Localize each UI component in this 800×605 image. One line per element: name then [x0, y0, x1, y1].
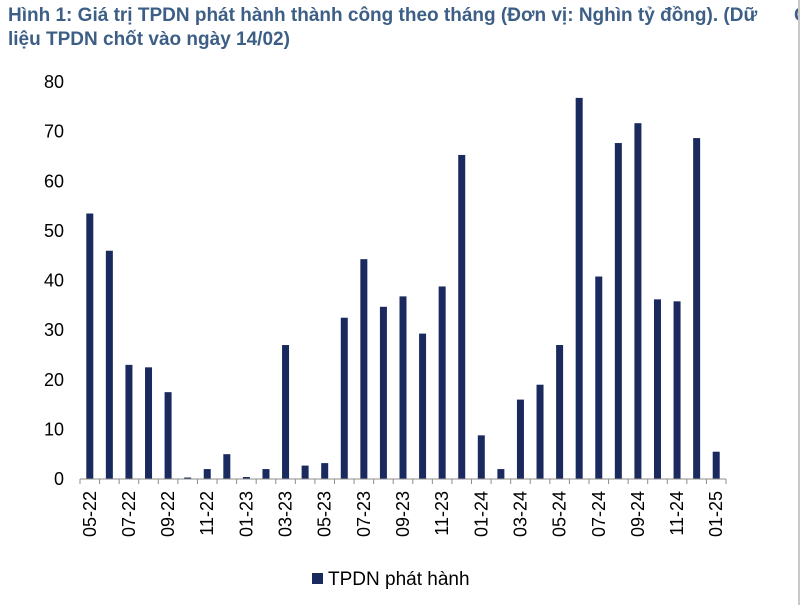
bar: [86, 213, 94, 479]
x-tick-label: 05-24: [550, 491, 570, 537]
bar: [223, 454, 231, 479]
x-tick-label: 07-22: [119, 491, 139, 537]
x-tick-label: 11-23: [432, 491, 452, 536]
bar: [575, 97, 583, 479]
bar: [340, 317, 348, 479]
x-tick-label: 01-23: [236, 491, 256, 537]
bar: [301, 465, 309, 479]
bar: [634, 123, 642, 479]
y-tick-label: 30: [44, 320, 64, 340]
bar: [497, 469, 505, 479]
cropped-text-fragment: C: [794, 4, 800, 54]
bar: [164, 392, 172, 479]
panel-border: [798, 0, 800, 605]
bar: [145, 367, 153, 479]
bar: [321, 463, 329, 479]
bar: [125, 364, 133, 479]
bar: [399, 296, 407, 479]
x-tick-label: 03-24: [510, 491, 530, 537]
bar: [262, 469, 270, 479]
x-tick-label: 11-22: [197, 491, 217, 536]
bar: [242, 477, 250, 479]
bar: [105, 250, 113, 479]
bar: [360, 259, 368, 479]
bar: [712, 451, 720, 479]
x-axis-ticks: 05-22 07-22 09-22 11-22 01-23 03-23 05-23 07-23…: [79, 479, 727, 537]
x-tick-label: 01-25: [706, 491, 726, 537]
bar: [516, 399, 524, 479]
y-tick-label: 80: [44, 72, 64, 92]
bar: [536, 384, 544, 479]
chart-title: Hình 1: Giá trị TPDN phát hành thành côn…: [8, 5, 758, 50]
bar: [673, 301, 681, 479]
x-tick-label: 09-23: [393, 491, 413, 537]
x-tick-label: 09-24: [628, 491, 648, 537]
x-tick-label: 07-23: [354, 491, 374, 537]
x-tick-label: 07-24: [589, 491, 609, 537]
bar: [595, 276, 603, 479]
bar: [438, 286, 446, 479]
bar: [282, 345, 290, 479]
x-tick-label: 01-24: [471, 491, 491, 537]
bar: [693, 138, 701, 479]
bar: [477, 435, 485, 479]
bar: [614, 143, 622, 480]
x-tick-label: 11-24: [667, 491, 687, 536]
x-tick-label: 05-22: [80, 491, 100, 537]
y-tick-label: 0: [54, 469, 64, 489]
y-tick-label: 10: [44, 419, 64, 439]
y-tick-label: 40: [44, 271, 64, 291]
legend: TPDN phát hành: [312, 569, 470, 590]
bar: [419, 333, 427, 479]
bar: [184, 477, 192, 479]
x-tick-label: 03-23: [276, 491, 296, 537]
bar: [458, 154, 466, 479]
legend-swatch: [312, 573, 323, 584]
legend-label: TPDN phát hành: [328, 569, 470, 590]
bar: [379, 306, 387, 479]
y-tick-label: 20: [44, 370, 64, 390]
y-tick-label: 60: [44, 171, 64, 191]
y-tick-label: 70: [44, 122, 64, 142]
y-axis-ticks: 0 10 20 30 40 50 60 70 80: [44, 72, 64, 489]
bar: [203, 469, 211, 479]
bar-series: [86, 97, 720, 480]
x-tick-label: 09-22: [158, 491, 178, 537]
bar: [556, 345, 564, 479]
y-tick-label: 50: [44, 221, 64, 241]
bar: [653, 299, 661, 479]
x-tick-label: 05-23: [315, 491, 335, 537]
